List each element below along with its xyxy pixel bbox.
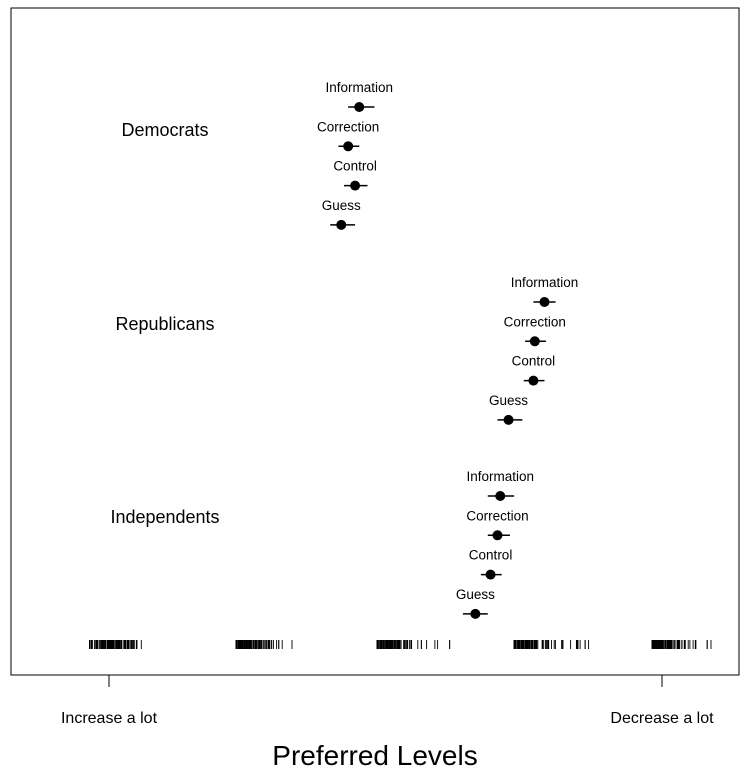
x-axis: Increase a lot Decrease a lot: [61, 675, 714, 727]
group-labels: Democrats Republicans Independents: [110, 120, 219, 527]
rug-cluster: [376, 640, 451, 649]
condition-label: Control: [469, 548, 513, 563]
point-estimate: [343, 141, 354, 152]
point-estimate: [470, 608, 481, 619]
condition-label: Guess: [489, 393, 528, 408]
condition-label: Control: [512, 354, 556, 369]
point-estimate: [485, 569, 496, 580]
condition-label: Correction: [504, 314, 566, 329]
condition-label: Control: [333, 159, 377, 174]
x-tick-label: Decrease a lot: [610, 710, 714, 727]
rug-plot: [89, 640, 712, 649]
rug-cluster: [513, 640, 590, 649]
group-label: Independents: [110, 507, 219, 527]
condition-label: Information: [325, 80, 393, 95]
condition-label: Information: [511, 275, 579, 290]
point-estimate: [354, 102, 365, 112]
plot-frame: [10, 7, 740, 676]
point-estimate: [350, 180, 361, 191]
point-estimate: [503, 414, 514, 425]
dot-whisker-marks: Information Correction Control Guess Informa…: [317, 80, 578, 619]
condition-label: Guess: [322, 198, 361, 213]
condition-label: Information: [466, 469, 534, 484]
condition-label: Guess: [456, 587, 495, 602]
x-tick-label: Increase a lot: [61, 710, 158, 727]
rug-cluster: [651, 640, 712, 649]
point-estimate: [336, 219, 347, 230]
point-estimate: [529, 336, 540, 347]
condition-label: Correction: [317, 119, 379, 134]
condition-label: Correction: [466, 508, 528, 523]
point-estimate: [495, 491, 506, 501]
x-axis-label: Preferred Levels: [272, 740, 477, 771]
group-label: Republicans: [115, 314, 214, 334]
group-label: Democrats: [121, 120, 208, 140]
rug-cluster: [235, 640, 293, 649]
point-estimate: [528, 375, 539, 386]
rug-cluster: [89, 640, 142, 649]
point-estimate: [492, 530, 503, 541]
point-estimate: [539, 297, 550, 307]
